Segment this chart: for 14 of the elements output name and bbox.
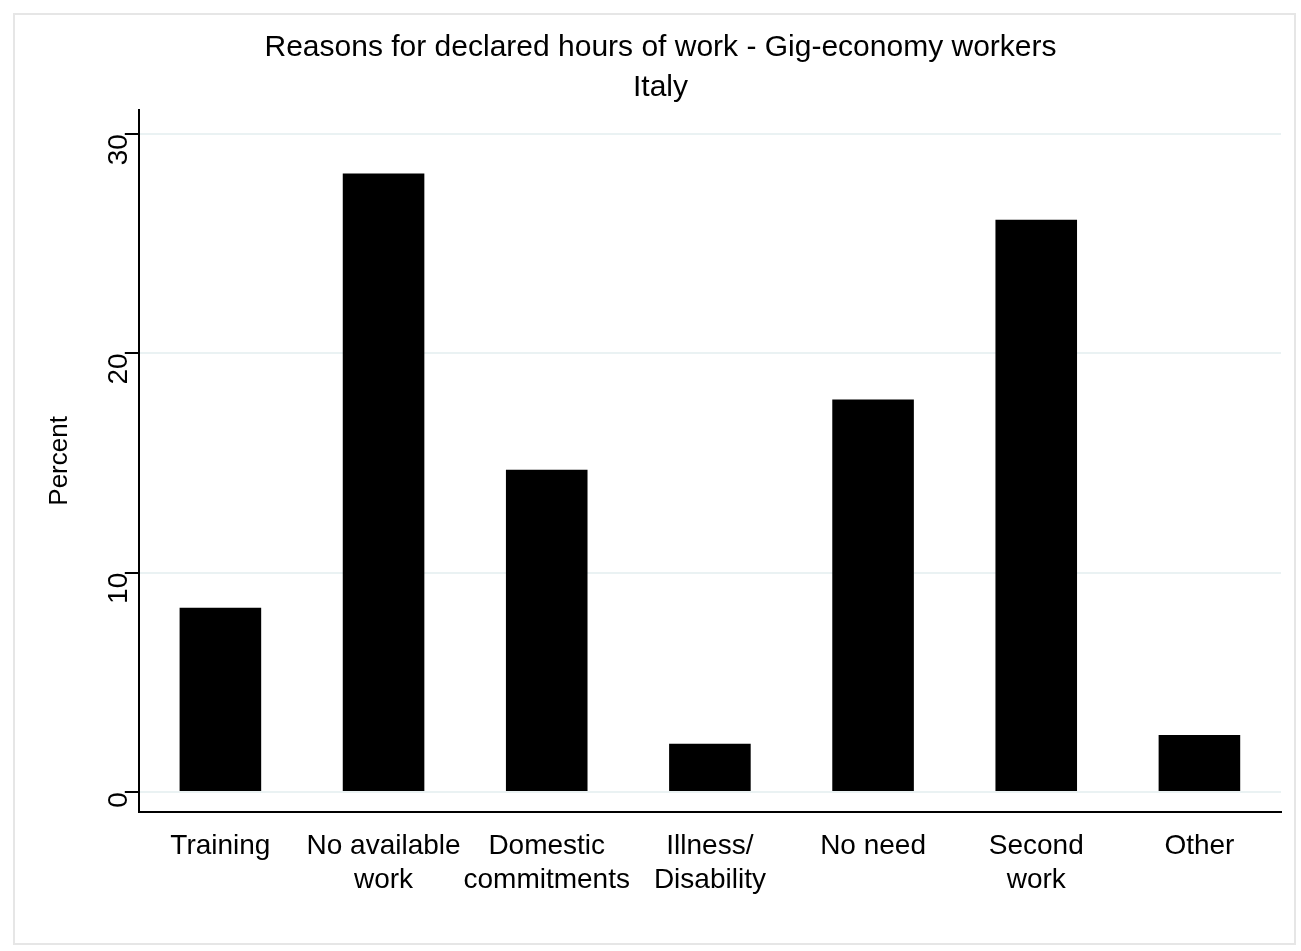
y-tick-label: 10: [101, 572, 133, 604]
x-tick-label: No available work: [306, 829, 461, 894]
x-tick-label: Domestic commitments: [463, 829, 630, 894]
x-tick-label: No need: [820, 829, 927, 861]
y-tick-label: 0: [101, 792, 133, 808]
y-tick-label: 20: [101, 353, 133, 385]
x-tick-label: Other: [1164, 829, 1235, 861]
x-tick-label: Illness/ Disability: [653, 829, 766, 894]
x-tick-label: Training: [170, 829, 271, 861]
y-tick-label: 30: [101, 134, 133, 166]
y-axis-title: Percent: [42, 415, 73, 506]
chart-subtitle: Italy: [632, 69, 689, 103]
x-tick-label: Second work: [988, 829, 1084, 894]
chart-title: Reasons for declared hours of work - Gig-economy workers: [264, 29, 1057, 63]
